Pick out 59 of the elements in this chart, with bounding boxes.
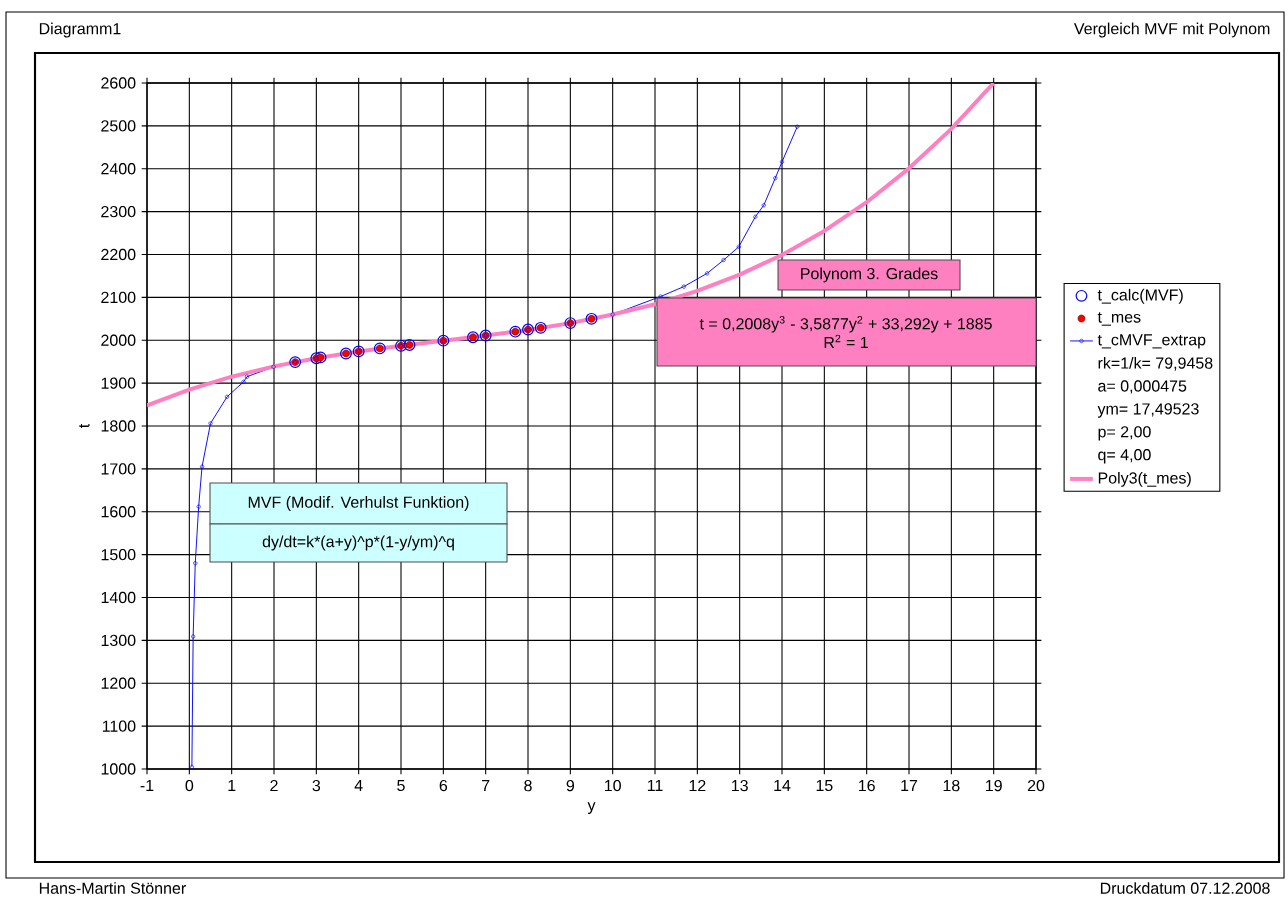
annotation: Polynom 3. Grades [801,267,938,283]
x-tick-label: 6 [439,779,448,792]
x-tick-label: 10 [604,779,621,792]
y-tick-label: 1500 [101,548,136,561]
x-tick-label: 8 [524,779,532,792]
x-tick-label: 16 [858,779,875,792]
text: q= 4,00 [1098,449,1151,464]
x-tick-label: 12 [689,779,706,792]
annotation: t = 0,2008y$^{3}$ - 3,5877y$^{2}$ + 33,292y + 1885 [699,316,992,333]
text: a= 0,000475 [1098,380,1187,394]
x-tick-label: 18 [943,779,960,792]
y-tick-label: 2100 [101,291,136,304]
x-tick-label: 11 [647,779,663,791]
annotation: MVF (Modif. Verhulst Funktion) [248,496,469,511]
chart-subtitle: Diagramm1 [39,22,121,38]
text: p= 2,00 [1098,426,1151,441]
annotation: dy/dt=k*(a+y)^p*(1-y/ym)^q [262,535,454,551]
x-tick-label: 19 [985,779,1002,792]
y-axis-title: t [79,423,90,428]
x-tick-label: 5 [397,779,405,792]
x-tick-label: 9 [566,779,575,792]
x-tick-label: 2 [270,779,278,792]
y-tick-label: 2500 [101,120,136,132]
annotation: R$^{2}$ = 1 [824,334,868,348]
y-tick-label: 2400 [101,163,136,175]
y-tick-label: 2200 [101,248,136,261]
text: Vergleich MVF mit Polynom [1073,22,1270,38]
x-tick-label: -1 [140,779,154,791]
x-tick-label: 4 [354,779,363,791]
x-tick-label: 3 [312,779,321,792]
y-tick-label: 2000 [101,334,136,346]
text: ym= 17,49523 [1097,403,1199,418]
x-tick-label: 0 [185,779,194,792]
legend-label: t_cMVF_extrap [1097,334,1206,349]
y-tick-label: 2600 [101,77,136,89]
x-tick-label: 20 [1027,779,1045,792]
y-tick-label: 2300 [101,205,136,218]
y-tick-label: 1000 [101,763,136,775]
text: rk=1/k= 79,9458 [1098,356,1213,371]
x-tick-label: 13 [731,779,748,792]
y-tick-label: 1200 [101,677,136,689]
y-tick-label: 1400 [101,591,136,604]
y-tick-label: 1900 [101,377,136,389]
y-tick-label: 1100 [102,720,136,732]
x-tick-label: 7 [482,779,490,791]
x-tick-label: 15 [816,779,833,792]
x-tick-label: 1 [228,779,236,791]
x-axis-title: y [587,802,596,814]
y-tick-label: 1800 [101,420,136,432]
x-tick-label: 14 [774,779,791,791]
legend-label: t_mes [1097,312,1141,326]
y-tick-label: 1600 [101,506,136,518]
x-tick-label: 17 [901,779,918,791]
y-tick-label: 1300 [101,634,136,647]
legend-label: t_calc(MVF) [1097,288,1183,304]
y-tick-label: 1700 [101,463,136,475]
text: Hans-Martin Stönner [39,882,186,894]
text: Druckdatum 07.12.2008 [1100,882,1270,894]
legend-label: Poly3(t_mes) [1098,471,1191,487]
